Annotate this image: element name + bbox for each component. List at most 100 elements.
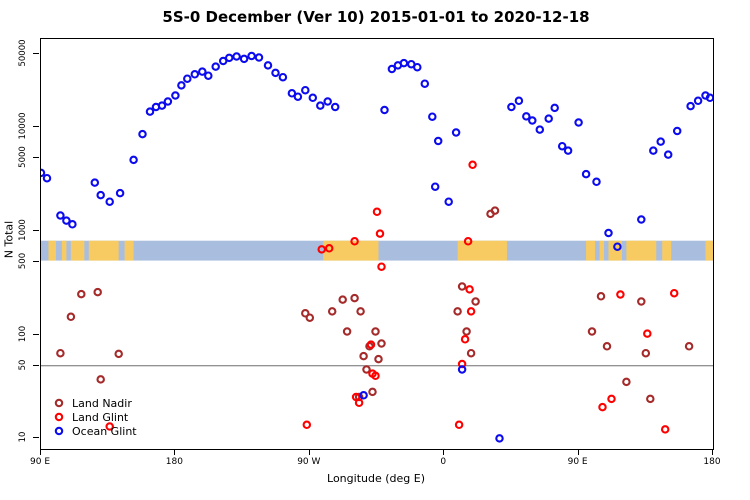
point-land-glint <box>468 160 477 170</box>
chart-title: 5S-0 December (Ver 10) 2015-01-01 to 202… <box>162 8 590 26</box>
point-land-nadir <box>114 349 123 359</box>
x-tick-mark <box>443 449 445 455</box>
point-ocean-glint <box>263 61 273 70</box>
point-ocean-glint <box>198 67 207 76</box>
point-land-nadir <box>96 375 105 384</box>
point-ocean-glint <box>239 54 249 64</box>
point-ocean-glint <box>430 182 440 191</box>
point-ocean-glint <box>557 141 567 151</box>
point-ocean-glint <box>56 211 65 220</box>
point-ocean-glint <box>204 71 213 80</box>
land-nadir-marker-icon <box>54 398 64 408</box>
point-ocean-glint <box>544 114 553 123</box>
point-ocean-glint <box>247 51 256 61</box>
point-ocean-glint <box>563 146 573 155</box>
point-ocean-glint <box>138 129 147 139</box>
point-land-nadir <box>684 342 694 351</box>
x-tick-mark <box>577 449 579 455</box>
point-ocean-glint <box>177 81 186 90</box>
x-tick-label: 0 <box>440 457 447 467</box>
land-glint-marker-icon <box>54 412 64 422</box>
point-land-nadir <box>305 313 315 322</box>
point-ocean-glint <box>522 112 531 121</box>
point-ocean-glint <box>507 102 516 112</box>
point-ocean-glint <box>157 101 167 110</box>
point-land-glint <box>454 420 464 430</box>
point-ocean-glint <box>301 85 310 95</box>
y-tick-label: 10 <box>18 431 28 443</box>
y-tick-mark <box>33 260 39 262</box>
point-ocean-glint <box>387 64 397 74</box>
point-ocean-glint <box>271 68 280 78</box>
point-ocean-glint <box>90 178 100 187</box>
y-tick-mark <box>33 437 39 439</box>
point-land-glint <box>371 371 380 381</box>
point-ocean-glint <box>287 89 297 98</box>
point-land-glint <box>354 398 364 408</box>
point-ocean-glint <box>550 103 559 113</box>
legend-label-land-glint: Land Glint <box>72 410 129 424</box>
y-tick-label: 5000 <box>18 146 28 168</box>
x-tick-mark <box>308 449 310 455</box>
point-land-glint <box>377 262 386 271</box>
point-land-nadir <box>453 307 462 316</box>
point-land-nadir <box>356 307 365 316</box>
point-ocean-glint <box>672 126 682 136</box>
point-land-glint <box>466 307 476 316</box>
point-ocean-glint <box>495 434 504 443</box>
point-land-glint <box>607 394 616 404</box>
point-land-nadir <box>77 289 86 299</box>
point-land-nadir <box>377 339 386 348</box>
point-land-nadir <box>374 354 383 364</box>
point-land-nadir <box>622 377 631 387</box>
x-axis-label: Longitude (deg E) <box>327 472 425 485</box>
point-ocean-glint <box>433 136 443 146</box>
plot-area <box>40 38 714 450</box>
point-land-glint <box>465 285 474 294</box>
y-tick-mark <box>33 157 39 159</box>
point-ocean-glint <box>68 220 77 229</box>
point-land-nadir <box>66 312 76 322</box>
point-ocean-glint <box>316 101 325 110</box>
map-band-land-segment <box>457 240 507 261</box>
point-ocean-glint <box>457 365 467 374</box>
y-tick-label: 1000 <box>18 218 28 241</box>
point-land-glint <box>616 290 625 299</box>
map-band-land-segment <box>608 240 622 261</box>
map-band-land-segment <box>70 240 85 261</box>
point-land-nadir <box>490 206 500 215</box>
map-band-land-segment <box>626 240 657 261</box>
point-ocean-glint <box>663 150 673 159</box>
y-axis-label: N Total <box>2 220 16 259</box>
y-tick-mark <box>33 333 39 335</box>
point-ocean-glint <box>428 112 437 121</box>
point-land-glint <box>105 422 114 431</box>
point-land-nadir <box>646 394 655 404</box>
point-ocean-glint <box>211 62 220 71</box>
point-land-glint <box>372 207 382 217</box>
point-ocean-glint <box>581 169 591 179</box>
y-tick-mark <box>33 364 39 366</box>
y-tick-label: 500 <box>18 252 28 270</box>
legend-item-land-glint: Land Glint <box>52 410 137 424</box>
point-land-nadir <box>462 327 471 336</box>
y-tick-mark <box>33 125 39 127</box>
point-ocean-glint <box>705 93 713 103</box>
point-ocean-glint <box>420 79 430 88</box>
point-ocean-glint <box>649 146 658 155</box>
point-land-glint <box>643 329 652 338</box>
legend-label-land-nadir: Land Nadir <box>72 396 132 410</box>
x-tick-mark <box>712 449 713 455</box>
point-land-nadir <box>641 348 651 358</box>
y-tick-label: 50000 <box>18 39 28 67</box>
point-land-nadir <box>471 297 480 306</box>
point-land-glint <box>669 288 679 298</box>
point-ocean-glint <box>183 74 192 83</box>
point-ocean-glint <box>604 228 613 238</box>
ocean-glint-marker-icon <box>54 426 64 436</box>
point-land-nadir <box>327 307 337 316</box>
point-land-nadir <box>466 348 476 358</box>
point-ocean-glint <box>592 177 601 187</box>
point-ocean-glint <box>42 173 52 183</box>
point-land-glint <box>350 237 359 246</box>
